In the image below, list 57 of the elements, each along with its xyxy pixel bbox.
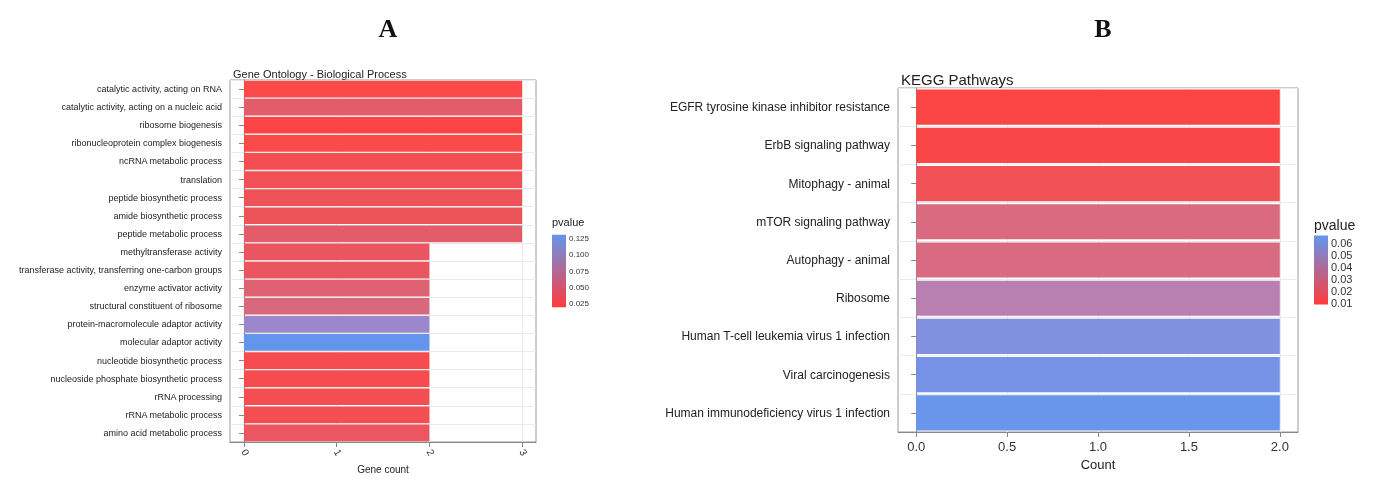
y-tick-label: transferase activity, transferring one-carbon groups xyxy=(19,265,223,276)
y-tick-label: methyltransferase activity xyxy=(120,246,223,257)
y-tick-label: Mitophagy - animal xyxy=(788,176,890,191)
y-tick-label: ErbB signaling pathway xyxy=(764,138,890,153)
y-tick-label: EGFR tyrosine kinase inhibitor resistance xyxy=(669,100,891,115)
color-bar-label: 0.03 xyxy=(1331,273,1353,286)
color-bar-label: 0.04 xyxy=(1331,260,1353,273)
chart-subtitle: Gene Ontology - Biological Process xyxy=(233,67,408,80)
color-bar-label: 0.100 xyxy=(569,250,590,260)
y-tick-label: nucleoside phosphate biosynthetic process xyxy=(50,373,223,384)
color-bar-title: pvalue xyxy=(552,216,585,229)
x-tick-label: 1 xyxy=(331,447,345,458)
color-bar-label: 0.01 xyxy=(1331,297,1353,310)
y-tick-label: structural constituent of ribosome xyxy=(89,301,222,312)
y-tick-label: Human immunodeficiency virus 1 infection xyxy=(665,405,890,420)
color-bar-title: pvalue xyxy=(1314,216,1356,233)
x-tick-label: 2 xyxy=(424,447,438,458)
y-tick-label: catalytic activity, acting on RNA xyxy=(97,84,222,95)
x-tick-label: 0 xyxy=(239,447,252,458)
x-tick-label: 2.0 xyxy=(1270,439,1289,454)
y-tick-label: catalytic activity, acting on a nucleic acid xyxy=(61,102,222,113)
y-tick-label: nucleotide biosynthetic process xyxy=(96,355,223,366)
y-tick-label: Ribosome xyxy=(835,291,891,306)
y-tick-label: peptide biosynthetic process xyxy=(108,192,223,203)
x-tick-label: 0.5 xyxy=(998,439,1017,454)
y-tick-label: molecular adaptor activity xyxy=(119,337,223,348)
chart-subtitle: KEGG Pathways xyxy=(901,71,1014,88)
y-tick-label: Human T-cell leukemia virus 1 infection xyxy=(681,329,890,344)
y-tick-label: rRNA processing xyxy=(154,391,222,402)
y-tick-label: protein-macromolecule adaptor activity xyxy=(67,319,223,330)
y-tick-label: Autophagy - animal xyxy=(786,253,890,267)
y-tick-label: peptide metabolic process xyxy=(117,228,223,239)
y-tick-label: ribonucleoprotein complex biogenesis xyxy=(71,138,223,149)
y-tick-label: ncRNA metabolic process xyxy=(118,156,223,167)
x-axis-title: Gene count xyxy=(357,464,410,476)
y-tick-label: rRNA metabolic process xyxy=(125,409,223,420)
x-tick-label: 3 xyxy=(517,447,530,458)
color-bar-label: 0.025 xyxy=(569,299,590,309)
chart-title: A xyxy=(378,13,398,43)
y-tick-label: amide biosynthetic process xyxy=(113,210,223,221)
x-tick-label: 0.0 xyxy=(907,439,926,454)
color-bar-label: 0.050 xyxy=(569,282,590,292)
y-tick-label: amino acid metabolic process xyxy=(103,427,223,438)
x-axis-title: Count xyxy=(1080,456,1116,472)
y-tick-label: translation xyxy=(180,174,222,185)
x-tick-label: 1.5 xyxy=(1179,439,1198,454)
y-tick-label: enzyme activator activity xyxy=(123,283,223,294)
x-tick-label: 1.0 xyxy=(1088,439,1108,454)
color-bar-label: 0.075 xyxy=(569,266,590,276)
color-bar-label: 0.05 xyxy=(1331,248,1353,261)
color-bar-label: 0.06 xyxy=(1331,236,1353,249)
chart-title: B xyxy=(1094,13,1112,43)
y-tick-label: ribosome biogenesis xyxy=(139,120,223,131)
color-bar-label: 0.02 xyxy=(1331,285,1353,298)
y-tick-label: mTOR signaling pathway xyxy=(756,214,890,229)
y-tick-label: Viral carcinogenesis xyxy=(782,367,890,382)
color-bar-label: 0.125 xyxy=(569,233,590,243)
